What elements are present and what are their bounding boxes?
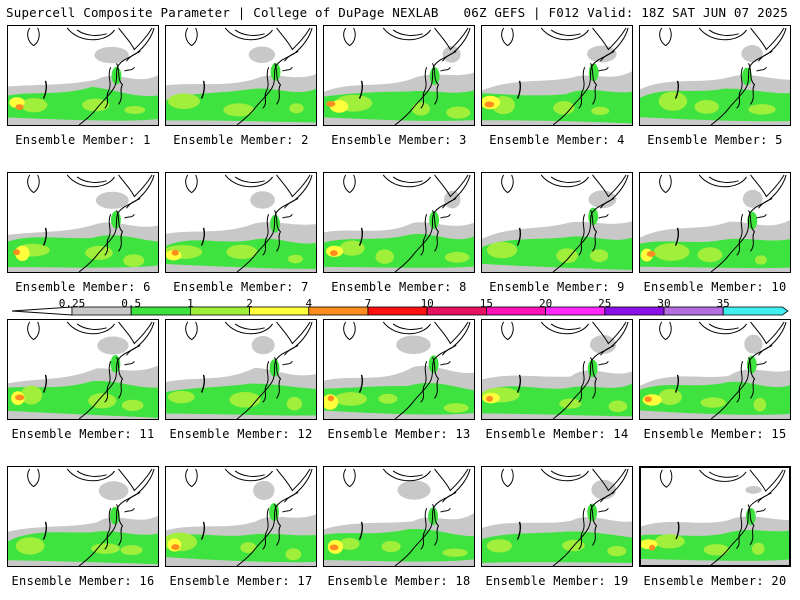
ensemble-member-map-16	[7, 466, 159, 567]
ensemble-member-map-9	[481, 172, 633, 273]
ensemble-member-label: Ensemble Member: 17	[169, 574, 313, 588]
colorbar-tick-label: 2	[246, 297, 253, 310]
ensemble-member-label: Ensemble Member: 7	[173, 280, 309, 294]
ensemble-member-map-7	[165, 172, 317, 273]
ensemble-member-label: Ensemble Member: 8	[331, 280, 467, 294]
ensemble-member-map-17	[165, 466, 317, 567]
ensemble-member-map-4	[481, 25, 633, 126]
ensemble-member-map-2	[165, 25, 317, 126]
ensemble-member-map-18	[323, 466, 475, 567]
ensemble-member-map-14	[481, 319, 633, 420]
ensemble-member-label: Ensemble Member: 1	[15, 133, 151, 147]
ensemble-member-map-12	[165, 319, 317, 420]
ensemble-member-label: Ensemble Member: 13	[327, 427, 471, 441]
colorbar-bin-1	[189, 306, 250, 316]
colorbar-tick-label: 35	[716, 297, 730, 310]
ensemble-member-map-5	[639, 25, 791, 126]
colorbar-bin-10	[426, 306, 487, 316]
ensemble-member-map-1	[7, 25, 159, 126]
colorbar-tick-label: 30	[657, 297, 671, 310]
ensemble-member-map-19	[481, 466, 633, 567]
ensemble-member-label: Ensemble Member: 3	[331, 133, 467, 147]
colorbar-bin-25	[604, 306, 665, 316]
ensemble-member-map-20	[639, 466, 791, 567]
colorbar-bin-15	[485, 306, 546, 316]
colorbar-bin-30	[663, 306, 724, 316]
colorbar-tick-label: 20	[538, 297, 553, 310]
colorbar-bin-35	[722, 306, 789, 316]
ensemble-member-map-3	[323, 25, 475, 126]
ensemble-member-label: Ensemble Member: 10	[643, 280, 787, 294]
ensemble-member-label: Ensemble Member: 19	[485, 574, 629, 588]
colorbar-bin-20	[545, 306, 606, 316]
ensemble-member-map-13	[323, 319, 475, 420]
colorbar-tick-label: 10	[420, 297, 434, 310]
ensemble-member-label: Ensemble Member: 5	[647, 133, 783, 147]
colorbar-tick-label: 4	[305, 297, 313, 310]
colorbar-tick-label: 0.5	[121, 297, 142, 310]
ensemble-member-map-11	[7, 319, 159, 420]
colorbar-tick-label: 1	[187, 297, 194, 310]
ensemble-member-label: Ensemble Member: 6	[15, 280, 151, 294]
colorbar-tick-label: 0.25	[58, 297, 86, 310]
colorbar-tick-label: 25	[598, 297, 612, 310]
ensemble-member-label: Ensemble Member: 18	[327, 574, 471, 588]
colorbar-bin-4	[308, 306, 369, 316]
ensemble-member-label: Ensemble Member: 9	[489, 280, 625, 294]
ensemble-member-map-8	[323, 172, 475, 273]
model-valid-time: 06Z GEFS | F012 Valid: 18Z SAT JUN 07 20…	[463, 5, 788, 20]
ensemble-member-map-10	[639, 172, 791, 273]
ensemble-member-label: Ensemble Member: 11	[11, 427, 155, 441]
ensemble-member-map-6	[7, 172, 159, 273]
ensemble-member-label: Ensemble Member: 14	[485, 427, 629, 441]
ensemble-member-label: Ensemble Member: 20	[643, 574, 787, 588]
colorbar-bin-7	[367, 306, 428, 316]
colorbar-tick-label: 15	[479, 297, 494, 310]
product-title: Supercell Composite Parameter | College …	[6, 5, 439, 20]
color-scale-bar	[11, 306, 789, 316]
ensemble-member-label: Ensemble Member: 12	[169, 427, 313, 441]
ensemble-member-label: Ensemble Member: 16	[11, 574, 155, 588]
ensemble-member-label: Ensemble Member: 15	[643, 427, 787, 441]
ensemble-member-map-15	[639, 319, 791, 420]
colorbar-bin-2	[249, 306, 310, 316]
colorbar-tick-label: 7	[364, 297, 372, 310]
ensemble-member-label: Ensemble Member: 2	[173, 133, 309, 147]
ensemble-member-label: Ensemble Member: 4	[489, 133, 625, 147]
